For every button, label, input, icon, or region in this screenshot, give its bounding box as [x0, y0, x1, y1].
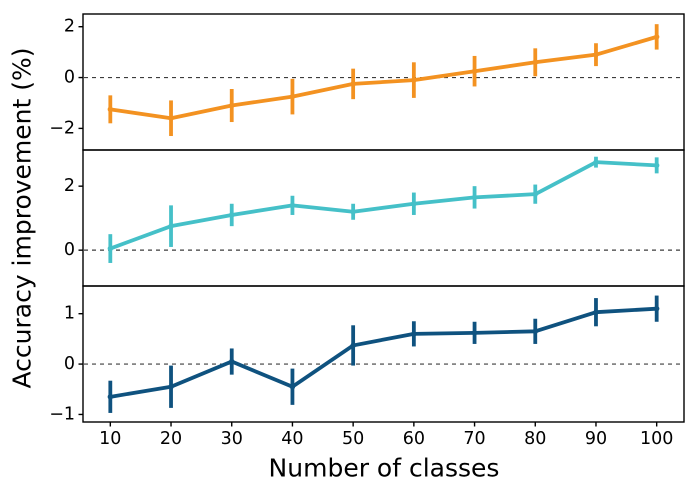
data-point-marker	[411, 77, 417, 83]
x-tick-label: 30	[221, 429, 243, 449]
data-point-marker	[471, 330, 478, 336]
data-point-marker	[229, 358, 235, 365]
data-point-marker	[532, 191, 538, 197]
y-tick-label: 0	[64, 240, 75, 260]
data-point-marker	[229, 212, 235, 218]
data-point-marker	[168, 384, 174, 390]
data-point-marker	[107, 394, 114, 400]
data-point-marker	[471, 68, 478, 74]
x-tick-label: 80	[524, 429, 546, 449]
data-point-marker	[289, 202, 296, 209]
x-tick-label: 100	[640, 429, 673, 449]
x-tick-label: 20	[160, 429, 182, 449]
data-point-marker	[593, 159, 599, 165]
data-point-marker	[289, 93, 296, 100]
x-tick-label: 90	[585, 429, 607, 449]
panel-border	[82, 285, 685, 423]
data-line	[108, 306, 659, 399]
y-tick-label: 0	[64, 68, 75, 88]
data-point-marker	[653, 305, 660, 312]
data-point-marker	[229, 102, 235, 109]
data-point-marker	[653, 162, 660, 169]
data-line	[108, 160, 659, 251]
y-tick-label: 2	[64, 17, 75, 37]
data-point-marker	[411, 201, 417, 207]
data-point-marker	[411, 331, 417, 337]
data-point-marker	[350, 342, 356, 349]
data-point-marker	[107, 245, 114, 252]
data-point-marker	[532, 328, 538, 335]
x-tick-label: 60	[403, 429, 425, 449]
y-tick-label: −2	[49, 118, 75, 138]
y-tick-label: −1	[49, 404, 75, 424]
data-point-marker	[168, 115, 174, 121]
data-point-marker	[289, 384, 296, 390]
data-point-marker	[653, 34, 660, 40]
data-point-marker	[593, 309, 599, 315]
y-tick-label: 2	[64, 176, 75, 196]
data-point-marker	[471, 194, 478, 201]
data-point-marker	[593, 51, 599, 58]
x-axis-label: Number of classes	[268, 453, 500, 483]
y-axis-label: Accuracy improvement (%)	[7, 47, 37, 389]
x-tick-label: 10	[99, 429, 121, 449]
x-tick-label: 50	[342, 429, 364, 449]
y-tick-label: 1	[64, 304, 75, 324]
y-tick-label: 0	[64, 354, 75, 374]
data-point-marker	[350, 81, 356, 87]
data-point-marker	[168, 223, 174, 229]
data-point-marker	[107, 106, 114, 113]
data-point-marker	[532, 59, 538, 65]
data-point-marker	[350, 209, 356, 215]
data-line	[108, 34, 659, 121]
x-tick-label: 40	[281, 429, 303, 449]
x-tick-label: 70	[463, 429, 485, 449]
